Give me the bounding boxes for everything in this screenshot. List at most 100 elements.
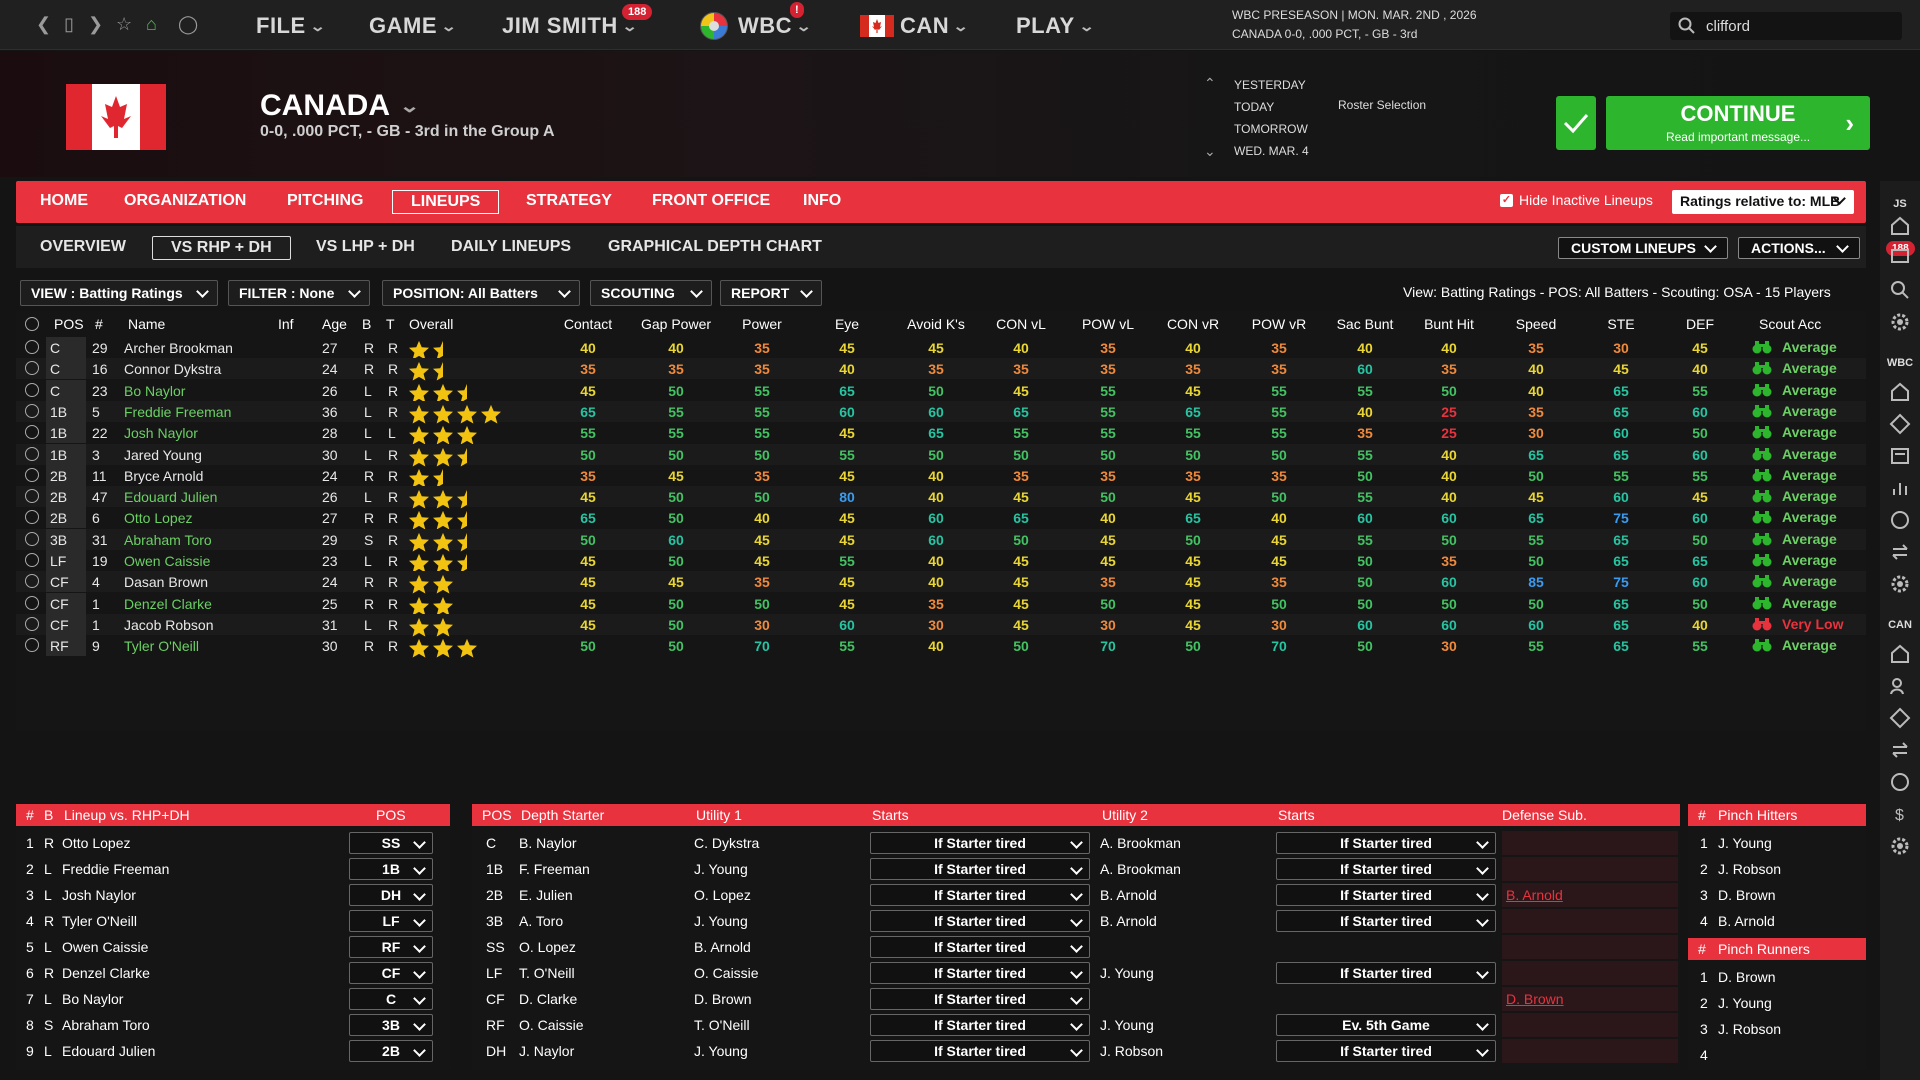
pinch-runner-name[interactable]: J. Robson (1718, 1021, 1782, 1037)
depth-row[interactable]: DH J. Naylor J. Young If Starter tired J. Ro… (472, 1038, 1680, 1064)
column-header[interactable]: CON vL (996, 316, 1046, 332)
row-select-radio[interactable] (25, 531, 39, 546)
phone-icon[interactable]: ▯ (64, 14, 74, 34)
home-icon[interactable] (1889, 643, 1911, 665)
starts1-select[interactable]: If Starter tired (870, 1014, 1090, 1036)
depth-utility1[interactable]: B. Arnold (694, 939, 751, 955)
game-menu[interactable]: GAME ⌄ (369, 13, 457, 39)
defense-sub-link[interactable]: D. Brown (1506, 991, 1564, 1007)
depth-row[interactable]: LF T. O'Neill O. Caissie If Starter tired J.… (472, 960, 1680, 986)
starts2-select[interactable]: If Starter tired (1276, 1040, 1496, 1062)
player-name[interactable]: Connor Dykstra (124, 361, 222, 378)
player-name[interactable]: Dasan Brown (124, 574, 209, 591)
row-select-radio[interactable] (25, 616, 39, 631)
depth-utility2[interactable]: A. Brookman (1100, 835, 1181, 851)
lineup-position-select[interactable]: 1B (349, 858, 433, 880)
depth-starter[interactable]: D. Clarke (519, 991, 578, 1007)
pinch-runner-name[interactable]: J. Young (1718, 995, 1772, 1011)
pinch-runner-row[interactable]: 4 (1688, 1042, 1866, 1068)
actions-button[interactable]: ACTIONS... (1738, 237, 1860, 259)
subtab-overview[interactable]: OVERVIEW (40, 238, 126, 255)
player-name[interactable]: Tyler O'Neill (124, 638, 200, 655)
starts1-select[interactable]: If Starter tired (870, 1040, 1090, 1062)
starts2-select[interactable]: If Starter tired (1276, 910, 1496, 932)
ratings-relative-select[interactable]: Ratings relative to: MLB (1672, 190, 1854, 214)
depth-utility1[interactable]: D. Brown (694, 991, 752, 1007)
mail-icon[interactable] (1889, 245, 1911, 267)
scouting-select[interactable]: SCOUTING (590, 280, 712, 306)
lineup-row[interactable]: 4 R Tyler O'Neill LF (16, 908, 450, 934)
column-header[interactable]: Overall (409, 316, 454, 332)
depth-utility1[interactable]: J. Young (694, 913, 748, 929)
column-header[interactable]: POS (54, 316, 84, 332)
column-header[interactable]: STE (1607, 316, 1635, 332)
depth-row[interactable]: 1B F. Freeman J. Young If Starter tired A. B… (472, 856, 1680, 882)
depth-utility1[interactable]: C. Dykstra (694, 835, 760, 851)
tab-home[interactable]: HOME (40, 192, 88, 209)
lineup-row[interactable]: 3 L Josh Naylor DH (16, 882, 450, 908)
lineup-position-select[interactable]: CF (349, 962, 433, 984)
home-icon[interactable]: ⌂ (146, 14, 157, 34)
dollar-icon[interactable]: $ (1889, 803, 1911, 825)
subtab-daily-lineups[interactable]: DAILY LINEUPS (451, 238, 572, 255)
depth-utility1[interactable]: O. Lopez (694, 887, 751, 903)
starts1-select[interactable]: If Starter tired (870, 910, 1090, 932)
row-select-radio[interactable] (25, 553, 39, 567)
lineup-position-select[interactable]: LF (349, 910, 433, 932)
player-row[interactable]: CF 1 Jacob Robson 31 L R 45 50 30 60 30 45 30 45 30 60 6… (16, 613, 1866, 637)
lineup-player-name[interactable]: Tyler O'Neill (62, 913, 138, 929)
column-header[interactable]: Speed (1515, 316, 1557, 332)
diamond-icon[interactable] (1889, 707, 1911, 729)
lineup-player-name[interactable]: Denzel Clarke (62, 965, 150, 981)
column-header[interactable]: Scout Acc (1759, 316, 1822, 332)
lineup-position-select[interactable]: SS (349, 832, 433, 854)
depth-row[interactable]: RF O. Caissie T. O'Neill If Starter tired J.… (472, 1012, 1680, 1038)
starts1-select[interactable]: If Starter tired (870, 936, 1090, 958)
depth-row[interactable]: C B. Naylor C. Dykstra If Starter tired A. B… (472, 830, 1680, 856)
row-select-radio[interactable] (25, 361, 39, 376)
lineup-player-name[interactable]: Bo Naylor (62, 991, 124, 1007)
column-header[interactable]: POW vR (1251, 316, 1307, 332)
starts2-select[interactable]: If Starter tired (1276, 884, 1496, 906)
starts2-select[interactable]: If Starter tired (1276, 858, 1496, 880)
tab-pitching[interactable]: PITCHING (287, 192, 364, 209)
pinch-hitter-row[interactable]: 3 D. Brown (1688, 882, 1866, 908)
starts1-select[interactable]: If Starter tired (870, 832, 1090, 854)
player-row[interactable]: C 16 Connor Dykstra 24 R R 35 35 35 40 35 35 35 35 35 6… (16, 358, 1866, 381)
player-name[interactable]: Jacob Robson (124, 616, 214, 633)
player-row[interactable]: 2B 11 Bryce Arnold 24 R R 35 45 35 45 40 35 35 35 35 50… (16, 464, 1866, 488)
depth-starter[interactable]: T. O'Neill (519, 965, 575, 981)
search-input[interactable] (1706, 17, 1886, 35)
starts1-select[interactable]: If Starter tired (870, 858, 1090, 880)
pinch-hitter-row[interactable]: 2 J. Robson (1688, 856, 1866, 882)
depth-starter[interactable]: B. Naylor (519, 835, 577, 851)
gear-icon[interactable] (1889, 311, 1911, 333)
tab-organization[interactable]: ORGANIZATION (124, 192, 247, 209)
depth-utility2[interactable]: J. Robson (1100, 1043, 1164, 1059)
row-select-radio[interactable] (25, 467, 39, 482)
lineup-position-select[interactable]: RF (349, 936, 433, 958)
tab-strategy[interactable]: STRATEGY (526, 192, 612, 209)
player-name[interactable]: Edouard Julien (124, 489, 218, 506)
column-header[interactable]: Bunt Hit (1424, 316, 1474, 332)
file-menu[interactable]: FILE ⌄ (256, 13, 326, 39)
lineup-position-select[interactable]: C (349, 988, 433, 1010)
depth-utility2[interactable]: A. Brookman (1100, 861, 1181, 877)
depth-starter[interactable]: F. Freeman (519, 861, 590, 877)
back-arrow-icon[interactable]: ❮ (36, 14, 52, 34)
tab-lineups[interactable]: LINEUPS (392, 190, 500, 214)
date-yesterday[interactable]: YESTERDAY (1234, 78, 1306, 92)
lineup-position-select[interactable]: 3B (349, 1014, 433, 1036)
lineup-player-name[interactable]: Otto Lopez (62, 835, 131, 851)
home-icon[interactable] (1889, 215, 1911, 237)
view-select[interactable]: VIEW : Batting Ratings (20, 280, 218, 306)
depth-row[interactable]: 2B E. Julien O. Lopez If Starter tired B. Ar… (472, 882, 1680, 908)
lineup-player-name[interactable]: Freddie Freeman (62, 861, 170, 877)
diamond-icon[interactable] (1889, 413, 1911, 435)
lineup-row[interactable]: 6 R Denzel Clarke CF (16, 960, 450, 986)
custom-lineups-button[interactable]: CUSTOM LINEUPS (1558, 237, 1728, 259)
column-header[interactable]: POW vL (1081, 316, 1135, 332)
starts2-select[interactable]: If Starter tired (1276, 832, 1496, 854)
column-header[interactable]: Inf (278, 316, 294, 332)
player-name[interactable]: Denzel Clarke (124, 595, 212, 612)
